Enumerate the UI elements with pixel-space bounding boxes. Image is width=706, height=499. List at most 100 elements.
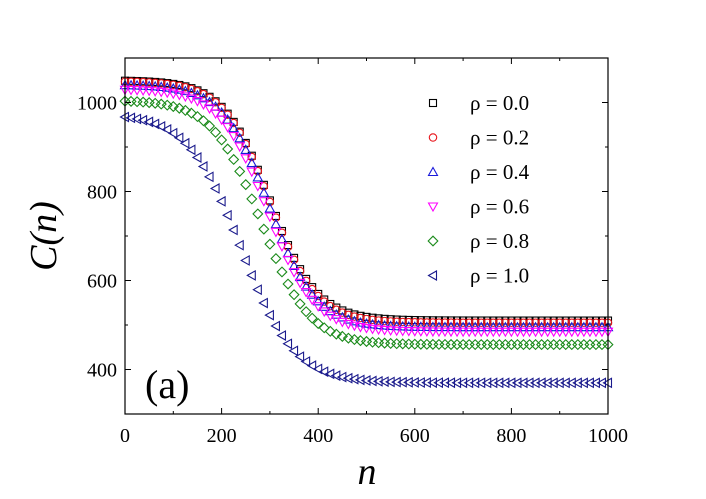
data-point	[288, 260, 300, 270]
data-point	[356, 313, 365, 323]
data-point	[276, 266, 288, 278]
data-point	[191, 110, 204, 123]
data-point	[348, 321, 360, 332]
data-point	[126, 77, 136, 86]
data-point	[234, 165, 246, 177]
data-point	[155, 120, 166, 132]
data-point	[505, 377, 516, 389]
data-point	[403, 338, 415, 350]
data-point	[542, 321, 554, 332]
data-point	[240, 154, 252, 164]
data-point	[457, 327, 469, 338]
data-point	[203, 120, 216, 132]
data-point	[234, 142, 246, 153]
legend-label: ρ = 0.0	[470, 91, 529, 115]
data-point	[451, 321, 463, 332]
data-point	[475, 338, 487, 351]
data-point	[554, 377, 564, 389]
data-point	[518, 321, 529, 332]
data-point	[529, 377, 540, 389]
data-point	[549, 318, 558, 328]
data-point	[584, 339, 596, 351]
data-point	[228, 131, 240, 142]
data-point	[312, 302, 324, 312]
data-point	[125, 95, 137, 107]
data-point	[234, 132, 246, 143]
legend-label: ρ = 0.4	[470, 160, 530, 184]
data-point	[252, 284, 262, 296]
data-point	[566, 339, 578, 351]
data-point	[421, 321, 433, 332]
data-point	[385, 326, 397, 336]
data-point	[367, 324, 378, 335]
data-point	[324, 368, 335, 380]
data-point	[415, 338, 427, 350]
data-point	[149, 118, 160, 130]
data-point	[427, 377, 437, 389]
data-point	[300, 281, 312, 291]
data-point	[427, 327, 439, 338]
y-tick-label: 400	[87, 360, 117, 382]
data-point	[511, 338, 524, 351]
data-point	[531, 318, 540, 328]
data-point	[374, 316, 383, 325]
data-point	[373, 325, 385, 336]
data-point	[421, 327, 433, 338]
data-point	[181, 83, 190, 92]
data-point	[258, 187, 270, 197]
data-point	[264, 309, 274, 321]
legend-marker	[427, 166, 439, 177]
data-point	[385, 320, 397, 331]
data-point	[264, 212, 276, 223]
data-point	[518, 327, 529, 338]
data-point	[597, 318, 607, 328]
data-point	[561, 318, 570, 328]
data-point	[294, 298, 306, 310]
data-point	[445, 377, 456, 389]
data-point	[584, 327, 596, 338]
data-point	[173, 84, 185, 94]
data-point	[209, 126, 222, 138]
data-point	[566, 377, 576, 389]
data-point	[222, 143, 234, 155]
data-point	[451, 327, 463, 338]
data-point	[517, 377, 528, 389]
data-point	[445, 327, 457, 338]
x-tick-label: 200	[207, 425, 237, 447]
data-point	[234, 239, 244, 251]
data-point	[397, 376, 407, 388]
legend-label: ρ = 0.2	[470, 126, 529, 150]
data-point	[560, 339, 572, 351]
data-point	[132, 77, 142, 87]
data-point	[475, 327, 487, 338]
data-point	[487, 327, 499, 338]
data-point	[258, 197, 270, 207]
data-point	[457, 338, 469, 351]
data-point	[463, 377, 474, 389]
data-point	[300, 306, 312, 318]
legend-marker	[428, 98, 438, 108]
data-point	[451, 338, 463, 351]
data-point	[548, 321, 560, 332]
data-point	[535, 377, 546, 389]
data-point	[493, 338, 505, 351]
data-point	[416, 318, 426, 327]
data-point	[397, 320, 409, 331]
data-point	[185, 107, 197, 119]
data-point	[282, 338, 293, 350]
data-point	[385, 376, 395, 388]
data-point	[258, 297, 268, 309]
data-point	[379, 319, 391, 330]
data-point	[475, 321, 487, 332]
data-point	[519, 318, 528, 328]
data-point	[560, 327, 572, 338]
data-point	[161, 88, 173, 99]
data-point	[523, 338, 536, 351]
data-point	[191, 152, 202, 163]
data-point	[439, 327, 451, 338]
data-point	[499, 321, 511, 332]
data-point	[415, 377, 425, 388]
data-point	[318, 366, 329, 378]
data-point	[228, 224, 238, 236]
data-point	[270, 320, 280, 332]
